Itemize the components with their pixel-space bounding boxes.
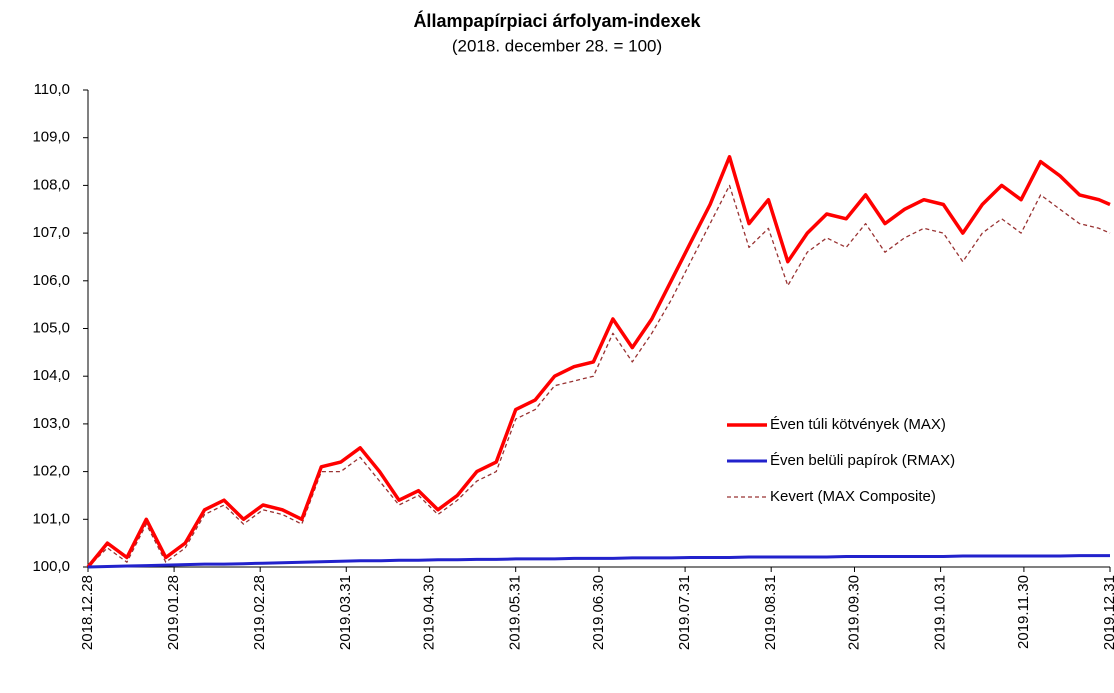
- y-tick-label: 107,0: [32, 224, 70, 241]
- y-tick-label: 104,0: [32, 367, 70, 384]
- y-tick-label: 108,0: [32, 176, 70, 193]
- y-tick-label: 110,0: [34, 81, 70, 98]
- x-tick-label: 2019.05.31: [507, 575, 524, 650]
- x-tick-label: 2019.10.31: [932, 575, 949, 650]
- y-tick-label: 103,0: [32, 415, 70, 432]
- series-line: [87, 184, 1111, 568]
- y-tick-label: 106,0: [32, 272, 70, 289]
- y-tick-label: 109,0: [32, 129, 70, 146]
- y-tick-label: 102,0: [32, 463, 70, 480]
- x-tick-label: 2019.08.31: [762, 575, 779, 650]
- legend-label: Éven túli kötvények (MAX): [770, 416, 946, 433]
- x-tick-label: 2019.03.31: [337, 575, 354, 650]
- x-tick-label: 2019.09.30: [845, 575, 862, 650]
- x-tick-label: 2019.11.30: [1015, 575, 1032, 649]
- x-tick-label: 2019.04.30: [421, 575, 438, 650]
- legend-label: Éven belüli papírok (RMAX): [770, 452, 955, 469]
- x-tick-label: 2019.06.30: [590, 575, 607, 650]
- x-tick-label: 2019.02.28: [251, 575, 268, 650]
- series-line: [86, 155, 1111, 569]
- series-line: [87, 554, 1110, 569]
- y-tick-label: 100,0: [32, 558, 70, 575]
- x-tick-label: 2019.01.28: [165, 575, 182, 650]
- y-tick-label: 101,0: [32, 510, 70, 527]
- legend-label: Kevert (MAX Composite): [770, 488, 936, 505]
- x-tick-label: 2019.07.31: [676, 575, 693, 650]
- chart-title: Állampapírpiaci árfolyam-indexek: [413, 10, 701, 31]
- x-tick-label: 2019.12.31: [1101, 575, 1114, 650]
- x-tick-label: 2018.12.28: [79, 575, 96, 650]
- y-tick-label: 105,0: [32, 319, 70, 336]
- chart-subtitle: (2018. december 28. = 100): [452, 36, 662, 55]
